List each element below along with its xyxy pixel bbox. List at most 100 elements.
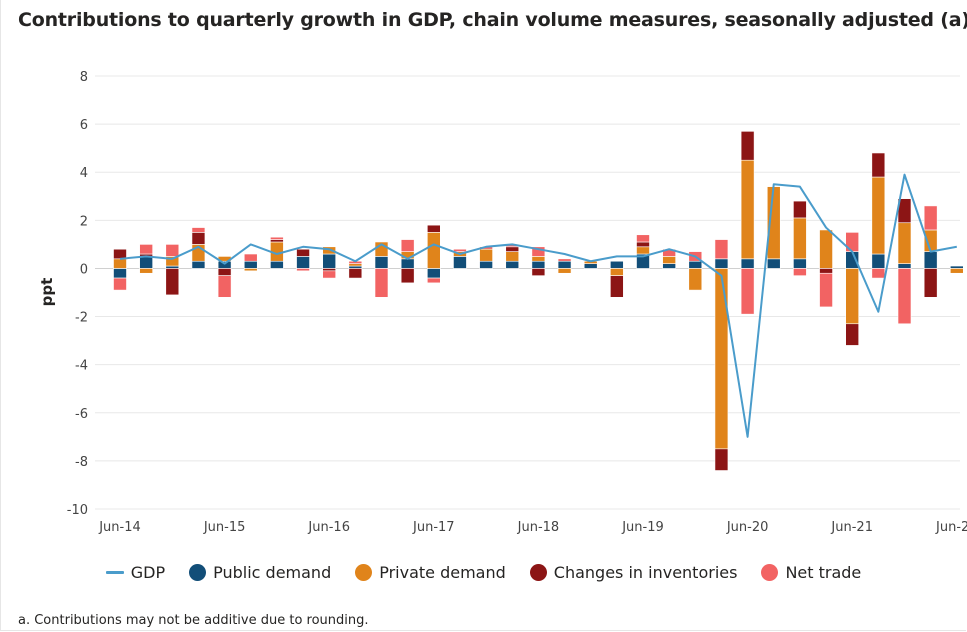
x-tick-label: Jun-14 <box>98 520 141 535</box>
bar-changes-in-inventories <box>191 232 206 245</box>
x-tick-label: Jun-17 <box>412 520 455 535</box>
bar-public-demand <box>740 258 755 269</box>
bar-public-demand <box>374 256 389 269</box>
gdp-line-icon <box>105 571 124 574</box>
bar-public-demand <box>531 260 546 269</box>
footnote: a. Contributions may not be additive due… <box>18 613 369 628</box>
y-tick-label: 6 <box>80 118 88 133</box>
bar-public-demand <box>322 253 337 269</box>
bar-private-demand <box>348 263 363 267</box>
y-tick-label: -10 <box>67 503 88 518</box>
y-tick-label: -4 <box>75 359 88 374</box>
y-tick-label: 4 <box>80 166 88 181</box>
bar-public-demand <box>949 265 964 269</box>
bar-net-trade <box>871 268 886 279</box>
bar-public-demand <box>348 265 363 269</box>
chart-title: Contributions to quarterly growth in GDP… <box>18 9 967 31</box>
bar-public-demand <box>165 265 180 269</box>
chart-legend: GDP Public demand Private demand Changes… <box>0 563 967 582</box>
bar-changes-in-inventories <box>740 131 755 161</box>
bar-public-demand <box>714 258 729 269</box>
bar-net-trade <box>636 234 650 243</box>
bar-net-trade <box>400 239 415 252</box>
bar-changes-in-inventories <box>296 248 310 257</box>
bar-private-demand <box>610 268 624 276</box>
bar-private-demand <box>505 251 520 262</box>
bar-changes-in-inventories <box>400 268 415 284</box>
bar-private-demand <box>949 268 964 274</box>
bar-public-demand <box>270 260 284 269</box>
bar-changes-in-inventories <box>714 448 729 471</box>
x-tick-label: Jun-16 <box>307 520 350 535</box>
bar-changes-in-inventories <box>871 152 886 178</box>
legend-item-net-trade[interactable]: Net trade <box>761 563 861 582</box>
bar-net-trade <box>217 275 232 298</box>
legend-item-gdp[interactable]: GDP <box>105 563 165 582</box>
bar-public-demand <box>139 256 153 269</box>
bar-net-trade <box>270 236 284 240</box>
public-demand-dot-icon <box>189 564 207 581</box>
inventories-dot-icon <box>529 564 547 581</box>
bar-changes-in-inventories <box>426 224 441 233</box>
bar-private-demand <box>714 268 729 450</box>
bar-private-demand <box>426 232 441 269</box>
bar-public-demand <box>243 260 258 269</box>
bar-changes-in-inventories <box>923 268 938 298</box>
bar-changes-in-inventories <box>845 323 860 346</box>
bar-private-demand <box>793 217 807 260</box>
bar-changes-in-inventories <box>270 239 284 243</box>
bar-changes-in-inventories <box>819 268 833 274</box>
bar-public-demand <box>897 263 912 269</box>
y-tick-label: -8 <box>75 455 88 470</box>
bar-net-trade <box>191 227 206 233</box>
legend-label-changes-in-inventories: Changes in inventories <box>553 563 738 582</box>
bar-private-demand <box>688 268 703 291</box>
bar-changes-in-inventories <box>113 248 127 260</box>
bar-public-demand <box>191 260 206 269</box>
bar-public-demand <box>662 263 676 269</box>
bar-changes-in-inventories <box>610 275 624 298</box>
bar-public-demand <box>453 256 467 269</box>
bar-private-demand <box>531 256 546 262</box>
bar-changes-in-inventories <box>636 241 650 248</box>
bar-private-demand <box>897 222 912 264</box>
bar-changes-in-inventories <box>217 268 232 276</box>
bar-private-demand <box>139 268 153 274</box>
bar-net-trade <box>923 205 938 231</box>
x-tick-label: Jun-21 <box>830 520 873 535</box>
bar-public-demand <box>505 260 520 269</box>
y-tick-label: 8 <box>80 70 88 85</box>
legend-item-public-demand[interactable]: Public demand <box>189 563 331 582</box>
bar-net-trade <box>165 244 180 257</box>
bar-public-demand <box>296 256 310 269</box>
bar-changes-in-inventories <box>322 268 337 272</box>
bar-net-trade <box>531 246 546 257</box>
y-tick-label: -2 <box>75 311 88 326</box>
legend-label-public-demand: Public demand <box>213 563 332 582</box>
legend-item-changes-in-inventories[interactable]: Changes in inventories <box>529 563 738 582</box>
chart-canvas: 8 6 4 2 0 -2 -4 -6 -8 -10 ppt Jun-14 Jun-15 Jun-16 Jun… <box>38 70 967 535</box>
bar-public-demand <box>766 258 781 269</box>
bar-net-trade <box>296 268 310 272</box>
gdp-line <box>119 173 957 438</box>
bar-private-demand <box>113 258 127 269</box>
bar-net-trade <box>453 248 467 252</box>
y-tick-label: 0 <box>80 262 88 277</box>
net-trade-dot-icon <box>761 564 779 581</box>
private-demand-dot-icon <box>355 564 373 581</box>
bar-private-demand <box>819 229 833 269</box>
y-axis-label: ppt <box>38 278 56 307</box>
bar-private-demand <box>636 246 650 255</box>
x-tick-label: Jun-18 <box>517 520 560 535</box>
bar-net-trade <box>557 258 572 262</box>
bar-public-demand <box>217 260 232 269</box>
legend-item-private-demand[interactable]: Private demand <box>355 563 506 582</box>
y-tick-label: -6 <box>75 407 88 422</box>
bar-net-trade <box>740 268 755 315</box>
bar-net-trade <box>819 272 833 308</box>
bar-changes-in-inventories <box>793 200 807 219</box>
bar-public-demand <box>113 268 127 279</box>
bar-changes-in-inventories <box>348 268 363 279</box>
bar-private-demand <box>557 268 572 274</box>
x-tick-label: Jun-22 <box>935 520 967 535</box>
